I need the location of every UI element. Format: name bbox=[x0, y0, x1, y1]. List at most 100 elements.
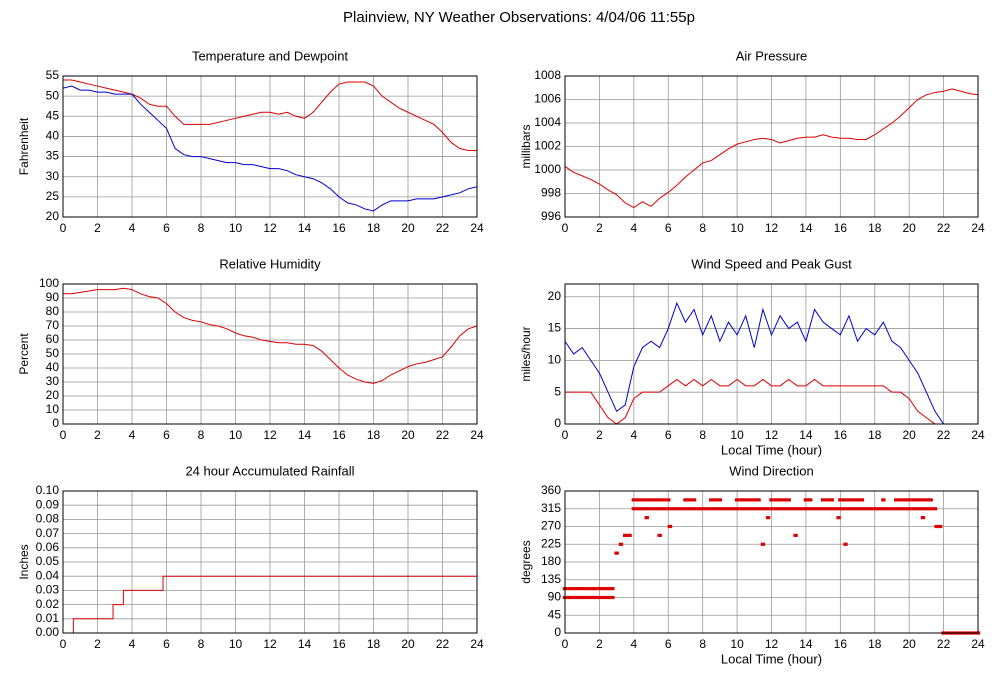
data-point bbox=[919, 498, 925, 502]
x-tick-label: 22 bbox=[937, 428, 951, 442]
x-tick-label: 20 bbox=[401, 221, 415, 235]
x-tick-label: 12 bbox=[765, 428, 779, 442]
data-point bbox=[777, 507, 783, 511]
x-tick-label: 20 bbox=[401, 637, 415, 651]
x-tick-label: 22 bbox=[937, 637, 951, 651]
data-point bbox=[793, 533, 798, 537]
data-point bbox=[820, 498, 826, 502]
x-tick-label: 2 bbox=[596, 221, 603, 235]
y-tick-label: 0 bbox=[554, 416, 561, 430]
data-point bbox=[610, 595, 615, 600]
data-point bbox=[739, 498, 744, 502]
x-tick-label: 18 bbox=[367, 221, 381, 235]
data-point bbox=[747, 507, 753, 511]
data-point bbox=[687, 498, 692, 502]
x-tick-label: 0 bbox=[60, 428, 67, 442]
data-point bbox=[836, 516, 841, 520]
x-tick-label: 24 bbox=[470, 428, 484, 442]
data-point bbox=[889, 507, 895, 511]
data-point bbox=[863, 507, 869, 511]
data-point bbox=[709, 498, 714, 502]
panel-title: Relative Humidity bbox=[219, 256, 321, 271]
y-tick-label: 30 bbox=[46, 169, 60, 183]
y-tick-label: 90 bbox=[548, 590, 562, 604]
data-point bbox=[580, 595, 585, 600]
data-point bbox=[919, 507, 925, 511]
data-point bbox=[881, 507, 886, 511]
page-title: Plainview, NY Weather Observations: 4/04… bbox=[343, 9, 695, 26]
y-axis-label: Percent bbox=[17, 333, 31, 375]
plot-frame bbox=[564, 283, 979, 425]
y-tick-label: 55 bbox=[46, 68, 60, 82]
data-point bbox=[670, 507, 675, 511]
data-point bbox=[752, 498, 757, 502]
y-tick-label: 0.06 bbox=[36, 540, 60, 554]
x-tick-label: 6 bbox=[665, 428, 672, 442]
x-tick-label: 14 bbox=[799, 221, 813, 235]
data-point bbox=[691, 498, 697, 502]
data-point bbox=[911, 507, 916, 511]
data-point bbox=[773, 507, 779, 511]
data-point bbox=[902, 507, 908, 511]
y-axis-label: degrees bbox=[519, 540, 533, 583]
data-point bbox=[752, 507, 757, 511]
y-axis-label: Fahrenheit bbox=[17, 117, 31, 175]
y-tick-label: 1002 bbox=[534, 139, 561, 153]
x-tick-label: 6 bbox=[163, 221, 170, 235]
plot-frame bbox=[62, 490, 478, 634]
data-point bbox=[782, 507, 787, 511]
x-tick-label: 10 bbox=[730, 428, 744, 442]
y-axis-label: Inches bbox=[17, 544, 31, 579]
x-tick-label: 10 bbox=[229, 221, 243, 235]
data-point bbox=[881, 498, 886, 502]
plot-frame bbox=[564, 75, 979, 218]
data-point bbox=[661, 498, 667, 502]
x-tick-label: 22 bbox=[436, 428, 450, 442]
data-point bbox=[734, 507, 740, 511]
x-tick-label: 22 bbox=[937, 221, 951, 235]
data-point bbox=[567, 587, 572, 591]
data-point bbox=[786, 498, 791, 502]
x-tick-label: 14 bbox=[799, 428, 813, 442]
data-point bbox=[855, 507, 860, 511]
x-tick-label: 0 bbox=[60, 637, 67, 651]
y-axis-label: millibars bbox=[519, 124, 533, 168]
data-point bbox=[825, 498, 830, 502]
data-point bbox=[721, 507, 727, 511]
data-point bbox=[902, 498, 908, 502]
data-point bbox=[915, 507, 920, 511]
data-point bbox=[661, 507, 667, 511]
y-tick-label: 5 bbox=[554, 384, 561, 398]
data-point bbox=[683, 507, 688, 511]
x-tick-label: 12 bbox=[263, 637, 277, 651]
data-point bbox=[713, 507, 718, 511]
x-tick-label: 20 bbox=[902, 221, 916, 235]
data-point bbox=[605, 587, 611, 591]
y-tick-label: 40 bbox=[46, 129, 60, 143]
data-point bbox=[683, 498, 688, 502]
data-point bbox=[739, 507, 744, 511]
data-point bbox=[915, 498, 920, 502]
x-tick-label: 0 bbox=[562, 428, 569, 442]
data-point bbox=[932, 507, 938, 511]
x-tick-label: 6 bbox=[665, 221, 672, 235]
data-point bbox=[657, 498, 662, 502]
plot-frame bbox=[62, 75, 478, 218]
x-tick-label: 10 bbox=[229, 428, 243, 442]
x-tick-label: 22 bbox=[436, 221, 450, 235]
x-tick-label: 4 bbox=[630, 637, 637, 651]
x-tick-label: 20 bbox=[902, 428, 916, 442]
data-point bbox=[614, 551, 619, 555]
data-point bbox=[666, 507, 671, 511]
data-point bbox=[872, 507, 877, 511]
x-tick-label: 4 bbox=[129, 428, 136, 442]
data-point bbox=[653, 498, 658, 502]
data-point bbox=[859, 498, 865, 502]
y-tick-label: 20 bbox=[548, 289, 562, 303]
data-point bbox=[842, 507, 847, 511]
x-tick-label: 6 bbox=[163, 637, 170, 651]
data-point bbox=[644, 498, 649, 502]
data-point bbox=[717, 507, 723, 511]
plot-frame bbox=[564, 490, 979, 634]
data-point bbox=[808, 498, 813, 502]
